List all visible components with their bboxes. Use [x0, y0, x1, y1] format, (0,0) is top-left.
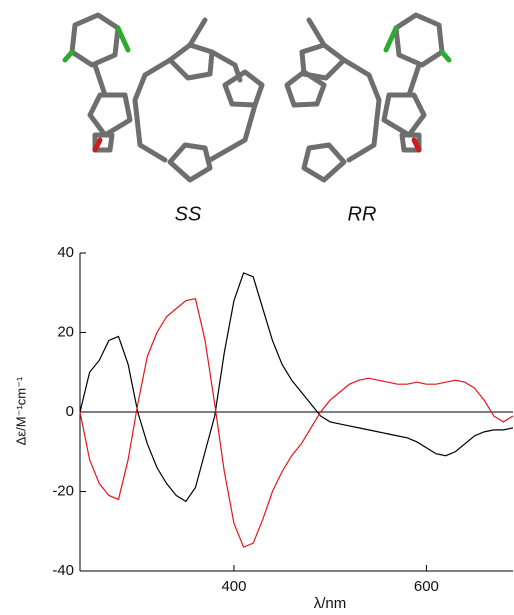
y-tick-label: -40 — [52, 562, 74, 579]
molecule-ss — [65, 15, 262, 180]
y-tick-label: -20 — [52, 482, 74, 499]
y-axis-label: Δε/M⁻¹cm⁻¹ — [13, 376, 28, 445]
y-tick-label: 20 — [57, 323, 74, 340]
y-tick-label: 0 — [66, 403, 74, 420]
label-rr: RR — [348, 203, 377, 225]
x-tick-label: 600 — [414, 578, 439, 595]
figure: SS RR λ/nm Δε/M⁻¹cm⁻¹ -40 -20 0 20 40 400 600 — [0, 0, 514, 615]
y-tick-label: 40 — [57, 244, 74, 261]
x-tick-label: 400 — [221, 578, 246, 595]
molecule-rr — [287, 15, 449, 180]
label-ss: SS — [175, 203, 202, 225]
x-axis-label: λ/nm — [314, 595, 347, 612]
series-line — [80, 299, 513, 547]
series-line — [80, 273, 513, 502]
